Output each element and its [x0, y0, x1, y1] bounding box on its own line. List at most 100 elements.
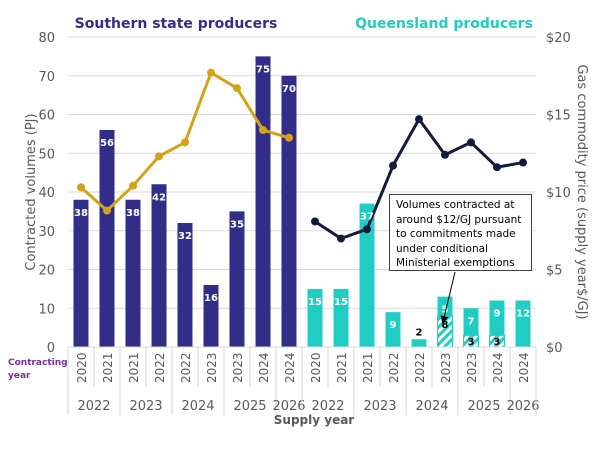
bar: [125, 199, 141, 347]
supply-year-tick: 2026: [272, 399, 305, 414]
y-tick-label: 30: [38, 225, 55, 240]
bar: [307, 288, 323, 347]
y2-tick-label: $5: [546, 264, 563, 279]
x-axis: 2020 2021 2021 2022 2022 2023 2023 2024 2024 2020…: [67, 346, 540, 415]
bar-value-label: 32: [178, 231, 192, 242]
contracting-year-label-line2: year: [8, 371, 31, 381]
bar: [515, 300, 531, 347]
bar: [281, 75, 297, 347]
bar-value-label: 9: [390, 320, 397, 331]
contracting-year-tick: 2024: [491, 352, 505, 383]
supply-year-tick: 2026: [506, 399, 539, 414]
y2-tick-label: $0: [546, 341, 563, 356]
bar-value-label: 35: [230, 219, 244, 230]
bar-value-label: 5: [442, 305, 449, 316]
supply-year-tick: 2024: [181, 399, 214, 414]
price-point: [207, 68, 215, 77]
bar-value-label: 70: [282, 84, 296, 95]
bar-value-label: 42: [152, 192, 166, 203]
price-point: [415, 115, 423, 124]
price-point: [77, 183, 85, 192]
price-point: [311, 217, 319, 226]
supply-year-tick: 2025: [233, 399, 266, 414]
price-point: [155, 152, 163, 161]
price-point: [363, 225, 371, 234]
contracting-year-tick: 2023: [439, 352, 453, 383]
y-tick-label: 60: [38, 109, 55, 124]
bar-value-label: 15: [308, 297, 322, 308]
contracting-year-label-line1: Contracting: [8, 358, 68, 368]
price-point: [103, 206, 111, 215]
y-tick-label: 20: [38, 264, 55, 279]
price-point: [441, 150, 449, 159]
bar: [73, 199, 89, 347]
bar-value-label: 38: [126, 208, 140, 219]
contracting-year-tick: 2022: [387, 352, 401, 383]
bar-value-label: 9: [494, 309, 501, 320]
price-point: [389, 161, 397, 170]
price-point: [519, 158, 527, 167]
bar: [177, 223, 193, 347]
price-point: [259, 126, 267, 134]
y-axis-title: Contracted volumes (PJ): [24, 113, 39, 270]
contracting-year-tick: 2023: [231, 352, 245, 383]
gridlines: [68, 36, 536, 309]
annotation-arrow: [440, 271, 456, 324]
bar: [203, 285, 219, 347]
bar: [359, 203, 375, 347]
bar: [229, 211, 245, 347]
contracting-year-tick: 2022: [179, 352, 193, 383]
supply-year-tick: 2022: [77, 399, 110, 414]
contracting-year-tick: 2022: [413, 352, 427, 383]
bar-value-label: 56: [100, 138, 114, 149]
bar: [437, 296, 453, 316]
y2-axis-title: Gas commodity price (supply year$/GJ): [574, 64, 589, 319]
bar: [411, 339, 427, 347]
price-point: [467, 138, 475, 147]
y-tick-label: 40: [38, 186, 55, 201]
bar: [333, 288, 349, 347]
contracting-year-tick: 2020: [309, 352, 323, 383]
price-lines: [77, 68, 527, 243]
y2-tick-label: $15: [546, 109, 571, 124]
y-tick-label: 0: [47, 341, 55, 356]
y-tick-label: 80: [38, 31, 55, 46]
y2-tick-label: $20: [546, 31, 571, 46]
bar-value-label: 15: [334, 297, 348, 308]
bar: [489, 300, 505, 336]
bar-value-label: 75: [256, 64, 270, 75]
bar-value-label: 2: [416, 327, 423, 338]
y-tick-label: 50: [38, 147, 55, 162]
contracting-year-tick: 2020: [75, 352, 89, 383]
bar-value-label: 16: [204, 293, 218, 304]
exemption-value-label: 3: [468, 337, 475, 348]
price-point: [233, 84, 241, 93]
exemption-value-label: 3: [494, 337, 501, 348]
bars: [73, 56, 531, 348]
contracting-year-tick: 2021: [127, 352, 141, 383]
group-title-queensland: Queensland producers: [355, 16, 533, 32]
y-tick-label: 10: [38, 302, 55, 317]
contracting-year-tick: 2023: [205, 352, 219, 383]
supply-year-tick: 2023: [129, 399, 162, 414]
contracting-year-tick: 2024: [517, 352, 531, 383]
annotation-box: Volumes contracted at around $12/GJ purs…: [389, 194, 532, 271]
bar: [151, 184, 167, 347]
x-axis-title: Supply year: [274, 413, 355, 427]
exemption-value-label: 8: [442, 320, 449, 331]
supply-year-tick: 2025: [467, 399, 500, 414]
bar: [255, 56, 271, 347]
bar: [463, 308, 479, 336]
bar-value-label: 12: [516, 309, 530, 320]
contracting-year-tick: 2023: [465, 352, 479, 383]
bar-value-label: 38: [74, 208, 88, 219]
y2-axis-ticks: $0 $5 $10 $15 $20: [546, 31, 571, 356]
contracting-year-tick: 2024: [283, 352, 297, 383]
contracting-year-tick: 2021: [361, 352, 375, 383]
bar-value-label: 37: [360, 212, 374, 223]
group-title-southern: Southern state producers: [75, 16, 278, 32]
contracting-year-tick: 2021: [101, 352, 115, 383]
y2-tick-label: $10: [546, 186, 571, 201]
contracting-year-tick: 2021: [335, 352, 349, 383]
price-point: [181, 138, 189, 147]
